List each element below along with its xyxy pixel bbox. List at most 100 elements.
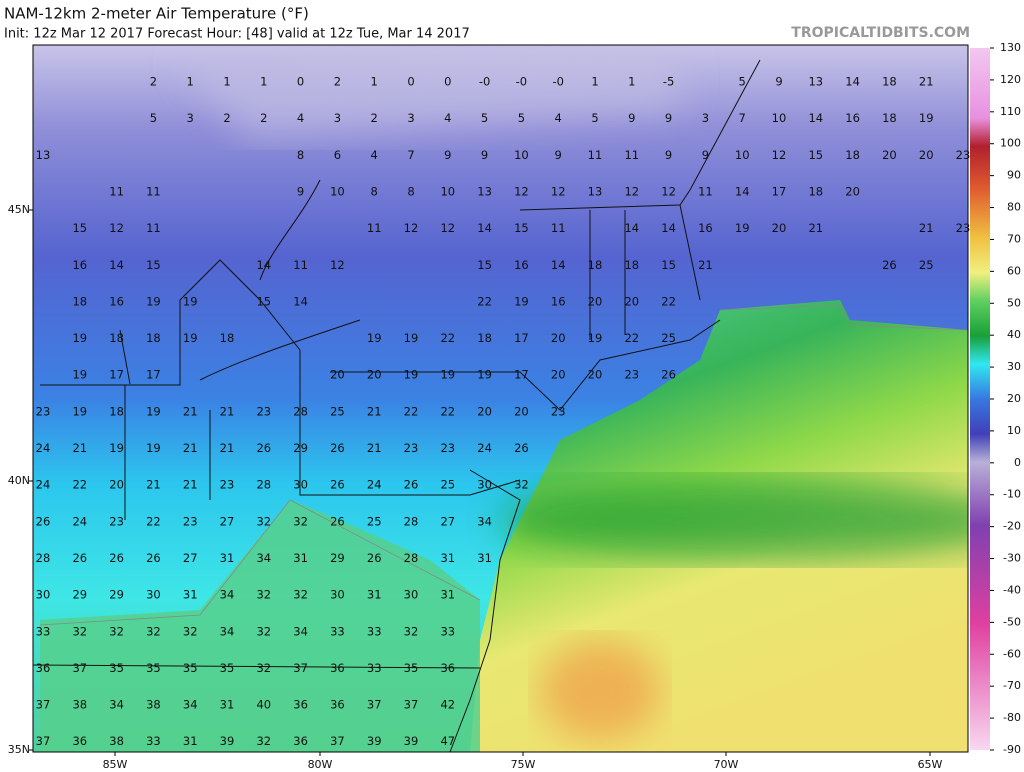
- station-value: 26: [330, 441, 345, 455]
- station-value: 23: [109, 514, 124, 528]
- station-value: 33: [36, 624, 51, 638]
- station-value: 4: [371, 148, 378, 162]
- station-value: 23: [624, 368, 639, 382]
- station-value: 25: [661, 331, 676, 345]
- station-value: 22: [661, 294, 676, 308]
- station-value: 14: [808, 111, 823, 125]
- station-value: 38: [109, 734, 124, 748]
- station-value: 31: [440, 551, 455, 565]
- station-value: 20: [551, 331, 566, 345]
- colorbar-label: 60: [1007, 264, 1021, 277]
- station-value: 34: [256, 551, 271, 565]
- station-value: 1: [371, 75, 378, 89]
- station-value: 30: [146, 588, 161, 602]
- station-value: 9: [481, 148, 488, 162]
- station-value: 29: [72, 588, 87, 602]
- station-value: 21: [183, 441, 198, 455]
- station-value: 17: [109, 368, 124, 382]
- station-value: 19: [588, 331, 603, 345]
- station-value: 36: [293, 734, 308, 748]
- station-value: 36: [330, 698, 345, 712]
- station-value: 17: [514, 368, 529, 382]
- station-value: 13: [477, 184, 492, 198]
- colorbar-label: 120: [1000, 73, 1021, 86]
- station-value: 26: [330, 478, 345, 492]
- warm-band: [500, 480, 968, 560]
- station-value: 1: [628, 75, 635, 89]
- freezing-line: [39, 304, 968, 626]
- station-value: 14: [624, 221, 639, 235]
- station-value: 31: [220, 698, 235, 712]
- station-value: 20: [477, 404, 492, 418]
- station-value: -0: [479, 75, 490, 89]
- station-value: 26: [404, 478, 419, 492]
- station-value: 35: [183, 661, 198, 675]
- colorbar-label: 10: [1007, 424, 1021, 437]
- station-value: 19: [183, 294, 198, 308]
- station-value: 20: [330, 368, 345, 382]
- station-value: 3: [334, 111, 341, 125]
- station-value: 22: [477, 294, 492, 308]
- station-value: 37: [330, 734, 345, 748]
- station-value: 29: [293, 441, 308, 455]
- station-value: 12: [551, 184, 566, 198]
- station-value: 22: [440, 331, 455, 345]
- station-value: 16: [698, 221, 713, 235]
- station-value: 10: [440, 184, 455, 198]
- station-value: 32: [256, 661, 271, 675]
- station-value: 5: [739, 75, 746, 89]
- subtitle: Init: 12z Mar 12 2017 Forecast Hour: [48…: [4, 27, 470, 42]
- station-value: 23: [36, 404, 51, 418]
- station-value: 11: [293, 258, 308, 272]
- colorbar-label: 80: [1007, 201, 1021, 214]
- station-value: 35: [146, 661, 161, 675]
- station-value: 21: [808, 221, 823, 235]
- station-value: 12: [514, 184, 529, 198]
- colorbar-label: 110: [1000, 105, 1021, 118]
- station-value: 16: [551, 294, 566, 308]
- station-value: 23: [956, 221, 971, 235]
- station-value: 14: [845, 75, 860, 89]
- station-value: 24: [72, 514, 87, 528]
- station-value: 37: [367, 698, 382, 712]
- station-value: 34: [293, 624, 308, 638]
- station-value: 26: [36, 514, 51, 528]
- colorbar-label: 20: [1007, 392, 1021, 405]
- station-value: 26: [514, 441, 529, 455]
- station-value: 5: [150, 111, 157, 125]
- colorbar-label: 70: [1007, 232, 1021, 245]
- station-value: 8: [371, 184, 378, 198]
- station-value: 12: [330, 258, 345, 272]
- station-value: 13: [588, 184, 603, 198]
- station-value: 16: [109, 294, 124, 308]
- station-value: 23: [440, 441, 455, 455]
- station-value: 5: [518, 111, 525, 125]
- station-value: 32: [256, 734, 271, 748]
- station-value: 14: [735, 184, 750, 198]
- lat-label: 45N: [8, 203, 30, 216]
- map-area: [33, 45, 968, 752]
- station-value: 11: [146, 184, 161, 198]
- station-value: 22: [440, 404, 455, 418]
- station-value: 32: [256, 514, 271, 528]
- colorbar-label: -10: [1003, 488, 1021, 501]
- station-value: 26: [72, 551, 87, 565]
- colorbar-label: 0: [1014, 456, 1021, 469]
- station-value: 21: [919, 221, 934, 235]
- station-value: 19: [735, 221, 750, 235]
- station-value: 31: [220, 551, 235, 565]
- station-value: 30: [36, 588, 51, 602]
- station-value: 18: [109, 331, 124, 345]
- station-value: 12: [624, 184, 639, 198]
- station-value: 20: [882, 148, 897, 162]
- station-value: -0: [516, 75, 527, 89]
- station-value: 26: [256, 441, 271, 455]
- station-value: 36: [36, 661, 51, 675]
- colorbar-label: 30: [1007, 360, 1021, 373]
- station-value: 2: [371, 111, 378, 125]
- colorbar-label: 90: [1007, 169, 1021, 182]
- station-value: 26: [146, 551, 161, 565]
- station-value: 21: [220, 404, 235, 418]
- station-value: 18: [588, 258, 603, 272]
